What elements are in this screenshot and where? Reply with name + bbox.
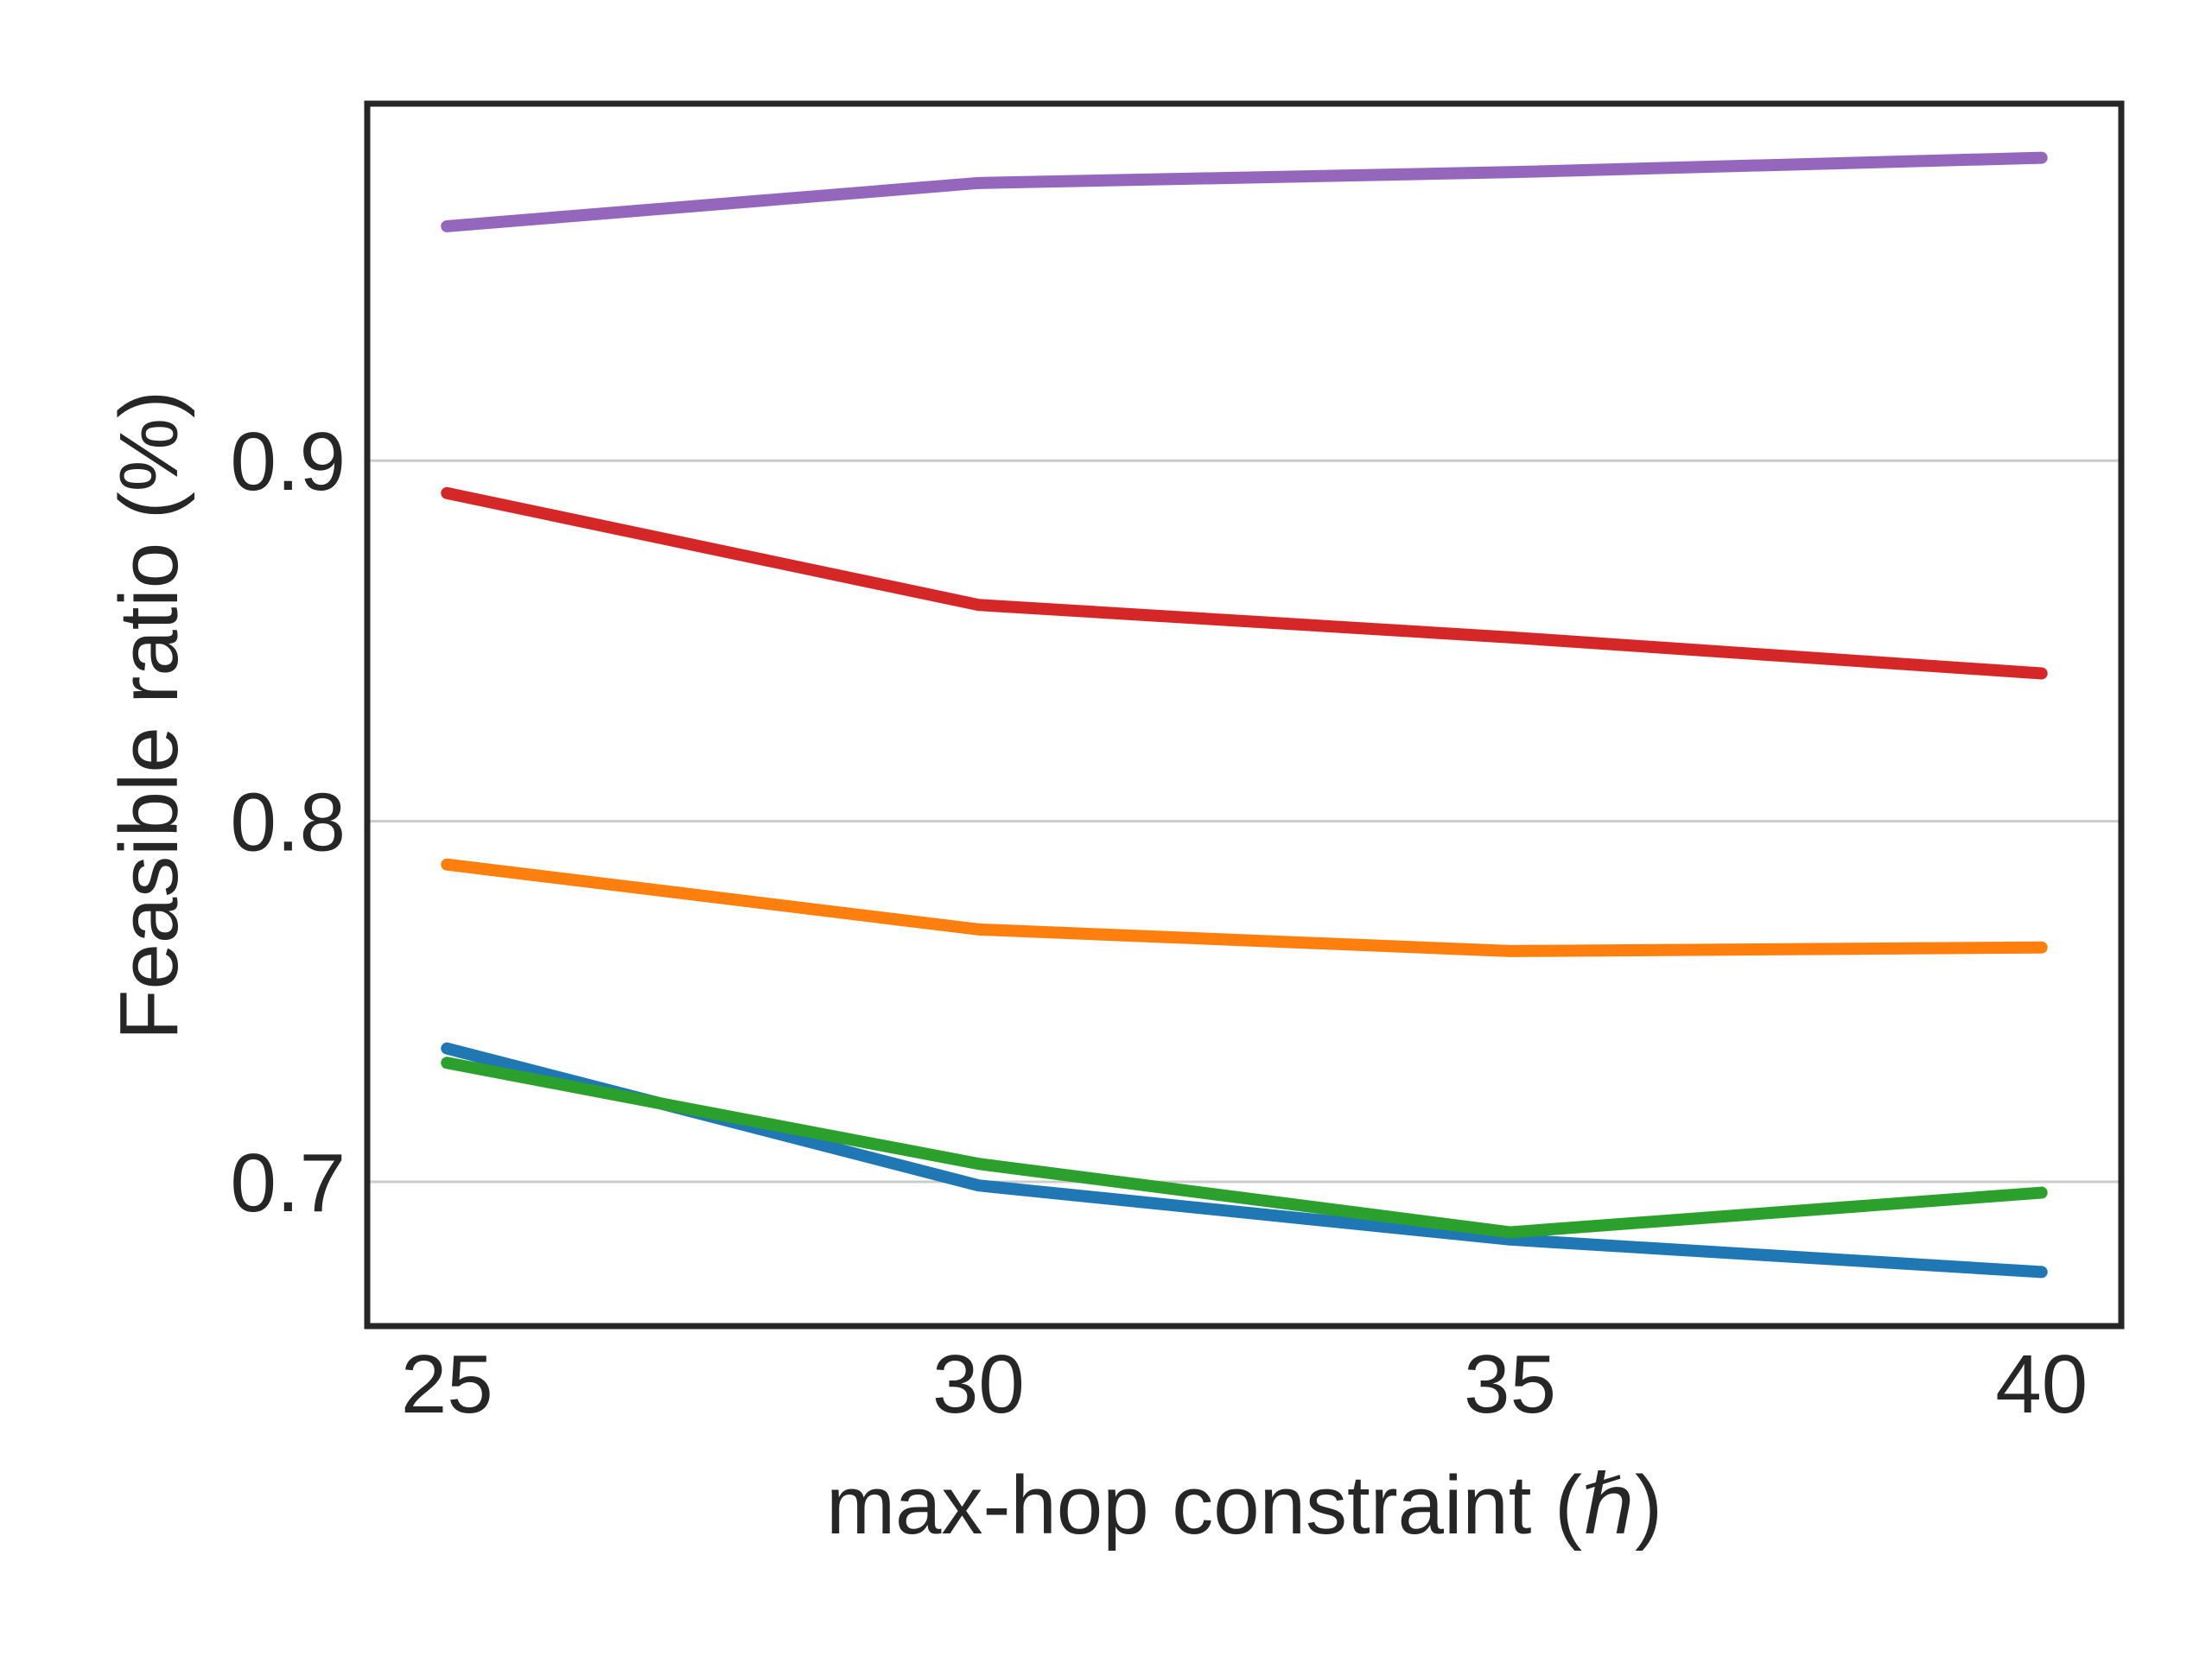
x-tick-label: 25 [401, 1338, 493, 1431]
grid-lines [367, 459, 2121, 1184]
series-line-4 [441, 1042, 2048, 1279]
series-lines [441, 151, 2048, 1279]
series-line-5 [441, 1057, 2048, 1239]
plot-frame [364, 100, 2125, 1330]
x-axis-label: max-hop constraint (ℏ) [826, 1459, 1662, 1552]
x-tick-labels: 25 30 35 40 [401, 1338, 2088, 1431]
series-line-3 [441, 858, 2048, 957]
y-tick-label: 0.7 [231, 1137, 346, 1229]
y-tick-label: 0.8 [231, 777, 346, 869]
x-tick-label: 35 [1464, 1338, 1556, 1431]
series-line-1 [441, 151, 2048, 232]
y-tick-label: 0.9 [231, 416, 346, 508]
y-tick-labels: 0.7 0.8 0.9 [231, 416, 346, 1229]
series-line-2 [441, 486, 2048, 680]
x-tick-label: 30 [932, 1338, 1025, 1431]
y-axis-label: Feasible ratio (%) [103, 390, 195, 1040]
x-tick-label: 40 [1995, 1338, 2088, 1431]
